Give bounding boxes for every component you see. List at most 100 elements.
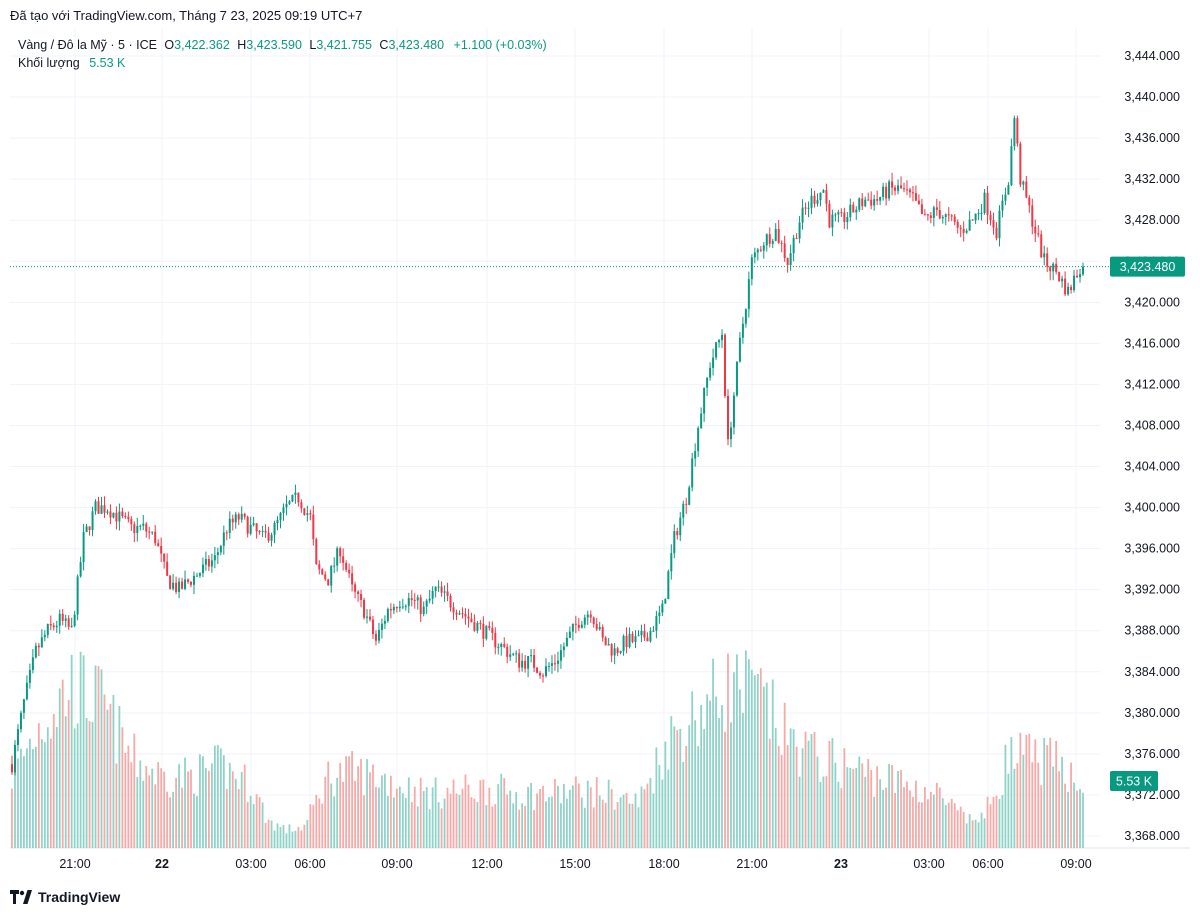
volume-bar <box>652 793 655 848</box>
volume-bar <box>959 806 962 848</box>
volume-bar <box>771 679 774 848</box>
volume-bar <box>1049 737 1052 848</box>
candle-body <box>631 633 634 642</box>
volume-bar <box>619 797 622 848</box>
candle-body <box>1037 233 1040 235</box>
candle-body <box>184 579 187 589</box>
candle-body <box>276 519 279 523</box>
volume-bar <box>91 722 94 848</box>
volume-bar <box>49 738 52 848</box>
candle-body <box>664 599 667 604</box>
y-tick-label: 3,376.000 <box>1124 747 1180 761</box>
volume-bar <box>1079 788 1081 848</box>
tradingview-logo[interactable]: TradingView <box>10 889 120 905</box>
candle-body <box>285 503 288 508</box>
candle-body <box>169 575 172 589</box>
volume-bar <box>822 776 825 848</box>
volume-bar <box>1025 734 1028 848</box>
candle-body <box>40 637 43 648</box>
volume-bar <box>76 723 79 848</box>
volume-bar <box>360 759 362 848</box>
volume-bar <box>938 787 941 848</box>
volume-bar <box>971 820 974 848</box>
volume-bar <box>1070 762 1072 848</box>
volume-bar <box>193 793 195 848</box>
volume-bar <box>923 787 926 848</box>
volume-bar <box>643 789 646 848</box>
candle-body <box>166 561 169 576</box>
candle-body <box>416 597 419 601</box>
candle-body <box>843 212 846 223</box>
volume-bar <box>276 823 279 848</box>
volume-bar <box>631 803 634 848</box>
candle-body <box>357 591 360 594</box>
candle-body <box>422 606 425 615</box>
candle-body <box>974 213 977 221</box>
volume-bar <box>23 756 25 848</box>
candle-body <box>753 252 756 258</box>
symbol-label[interactable]: Vàng / Đô la Mỹ · 5 · ICE <box>18 38 157 52</box>
candle-body <box>181 581 184 589</box>
volume-bar <box>691 691 694 848</box>
volume-bar <box>103 694 106 848</box>
volume-bar <box>467 784 470 848</box>
time-axis[interactable]: 21:00 22 03:00 06:00 09:00 12:00 15:00 18:00 21:… <box>59 857 1091 871</box>
volume-bar <box>160 768 163 848</box>
candle-body <box>207 558 210 567</box>
volume-bar <box>282 825 285 848</box>
volume-bar <box>885 787 888 848</box>
volume-bar <box>255 794 258 848</box>
candle-body <box>333 565 336 567</box>
volume-bar <box>1007 773 1010 848</box>
volume-bar <box>897 770 899 848</box>
candle-body <box>303 508 306 515</box>
candle-body <box>225 532 228 534</box>
candle-body <box>37 645 40 648</box>
candle-body <box>255 523 258 532</box>
volume-bar <box>1052 766 1055 848</box>
volume-bar <box>488 787 491 848</box>
volume-bar <box>312 804 315 848</box>
candle-body <box>85 526 88 533</box>
candle-body <box>118 511 121 522</box>
candle-body <box>43 634 46 638</box>
candle-body <box>694 451 697 459</box>
candle-body <box>935 207 938 211</box>
candle-body <box>368 616 371 620</box>
volume-bar <box>470 797 473 848</box>
candle-body <box>771 240 774 244</box>
y-tick-label: 3,432.000 <box>1124 172 1180 186</box>
volume-bar <box>231 771 234 848</box>
candle-body <box>533 655 536 668</box>
candle-body <box>539 672 542 676</box>
candle-body <box>52 625 55 628</box>
volume-label[interactable]: Khối lượng <box>18 56 80 70</box>
candle-body <box>721 334 724 341</box>
volume-bar <box>825 776 828 848</box>
candle-body <box>467 616 470 619</box>
candle-body <box>786 257 789 266</box>
candle-body <box>822 190 825 193</box>
candle-body <box>1064 278 1067 295</box>
price-axis[interactable]: 3,444.000 3,440.000 3,436.000 3,432.000 3,42… <box>1124 49 1180 843</box>
volume-bar <box>983 818 986 848</box>
candle-body <box>70 625 73 627</box>
candle-body <box>371 619 374 634</box>
volume-bar <box>724 731 726 848</box>
ohlc-row: Vàng / Đô la Mỹ · 5 · ICE O3,422.362 H3,… <box>18 36 547 54</box>
candle-body <box>577 624 580 628</box>
candle-body <box>461 613 464 615</box>
candle-body <box>574 623 577 625</box>
candle-body <box>879 197 882 201</box>
volume-bar <box>169 797 172 848</box>
volume-bar <box>139 760 142 848</box>
volume-bar <box>500 773 503 848</box>
volume-bar <box>697 746 700 848</box>
candle-body <box>932 207 935 218</box>
volume-bar <box>565 798 568 848</box>
candle-body <box>497 647 500 649</box>
candle-body <box>998 210 1001 239</box>
candle-body <box>926 214 929 216</box>
candle-body <box>243 513 246 517</box>
